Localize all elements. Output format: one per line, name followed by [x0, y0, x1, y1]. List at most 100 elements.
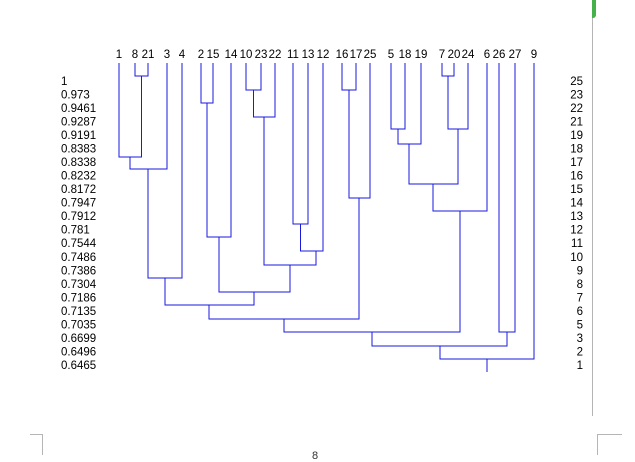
similarity-tick: 0.9191 — [61, 130, 96, 142]
crop-mark-left — [30, 434, 43, 455]
similarity-tick: 0.7486 — [61, 252, 96, 264]
similarity-tick: 0.7035 — [61, 319, 96, 331]
page-number: 8 — [312, 450, 319, 462]
leaf-label-row: 1 8 21 3 4 2 15 14 10 23 22 11 13 12 16 17 25 5 18 19 7 20 24 6… — [116, 49, 537, 61]
leaf-label: 2 — [198, 49, 204, 61]
leaf-label: 20 — [448, 49, 461, 61]
cluster-count-tick: 17 — [570, 157, 583, 169]
similarity-tick: 0.7947 — [61, 198, 96, 210]
cluster-count-tick: 12 — [570, 225, 583, 237]
dendrogram-merge — [408, 129, 459, 185]
cluster-count-tick: 23 — [570, 90, 583, 102]
leaf-label: 26 — [493, 49, 506, 61]
dendrogram-merge — [283, 211, 461, 333]
cluster-count-tick: 3 — [577, 333, 583, 345]
dendrogram-merge — [118, 63, 142, 158]
leaf-label: 1 — [116, 49, 122, 61]
similarity-tick: 0.973 — [61, 90, 90, 102]
similarity-tick: 0.7912 — [61, 211, 96, 223]
dendrogram-merge — [447, 63, 469, 130]
cluster-count-tick: 6 — [577, 306, 583, 318]
leaf-label: 5 — [388, 49, 394, 61]
similarity-tick: 0.7186 — [61, 292, 96, 304]
dendrogram-merge — [300, 63, 324, 252]
dendrogram-merge — [397, 63, 422, 145]
similarity-tick: 0.8232 — [61, 171, 96, 183]
leaf-label: 13 — [302, 49, 315, 61]
leaf-label: 15 — [207, 49, 220, 61]
dendrogram-merge — [292, 63, 309, 225]
leaf-label: 9 — [531, 49, 537, 61]
similarity-tick: 0.7544 — [61, 238, 97, 250]
leaf-label: 22 — [269, 49, 282, 61]
cluster-count-tick: 15 — [570, 184, 583, 196]
cluster-count-tick: 19 — [570, 130, 583, 142]
dendrogram-merge — [341, 63, 357, 91]
crop-mark-right — [597, 434, 622, 455]
cluster-count-tick: 14 — [570, 198, 583, 210]
page-edge-line — [592, 12, 593, 416]
dendrogram-merge — [134, 63, 149, 77]
dendrogram-merge — [206, 63, 232, 238]
similarity-tick: 0.7304 — [61, 279, 97, 291]
cluster-count-tick: 8 — [577, 279, 583, 291]
dendrogram-merge — [129, 63, 168, 170]
similarity-tick: 0.9287 — [61, 117, 96, 129]
similarity-tick: 0.7135 — [61, 306, 96, 318]
leaf-label: 25 — [364, 49, 377, 61]
scroll-indicator — [592, 0, 596, 18]
cluster-count-tick: 13 — [570, 211, 583, 223]
leaf-label: 14 — [225, 49, 238, 61]
leaf-label: 19 — [415, 49, 428, 61]
similarity-tick: 0.8338 — [61, 157, 96, 169]
leaf-label: 11 — [287, 49, 299, 61]
leaf-label: 16 — [336, 49, 349, 61]
leaf-label: 27 — [509, 49, 522, 61]
leaf-label: 12 — [317, 49, 330, 61]
dendrogram-merge — [147, 63, 183, 279]
dendrogram-merge — [498, 63, 516, 333]
similarity-tick: 1 — [61, 76, 67, 88]
cluster-count-tick: 22 — [570, 103, 583, 115]
dendrogram-merge — [348, 63, 371, 199]
cluster-count-tick: 10 — [570, 252, 583, 264]
dendrogram-merge — [371, 332, 508, 347]
similarity-tick: 0.6465 — [61, 360, 96, 372]
dendrogram-merge — [432, 63, 488, 212]
leaf-label: 24 — [462, 49, 475, 61]
leaf-label: 4 — [179, 49, 186, 61]
leaf-label: 10 — [240, 49, 253, 61]
dendrogram-merge — [390, 63, 406, 130]
leaf-label: 23 — [255, 49, 268, 61]
similarity-tick: 0.781 — [61, 225, 90, 237]
leaf-label: 17 — [350, 49, 363, 61]
dendrogram-merge — [200, 63, 214, 104]
cluster-count-tick: 1 — [577, 360, 583, 372]
cluster-count-tick: 9 — [577, 265, 583, 277]
dendrogram-merge — [441, 63, 455, 77]
similarity-tick: 0.9461 — [61, 103, 96, 115]
similarity-tick: 0.6699 — [61, 333, 96, 345]
dendrogram-merge — [245, 63, 262, 91]
dendrogram-branches — [118, 63, 535, 372]
leaf-label: 7 — [439, 49, 445, 61]
cluster-count-tick: 2 — [577, 346, 583, 358]
similarity-tick: 0.7386 — [61, 265, 96, 277]
similarity-tick: 0.6496 — [61, 346, 96, 358]
leaf-label: 8 — [132, 49, 138, 61]
cluster-count-tick: 11 — [571, 238, 583, 250]
similarity-tick: 0.8383 — [61, 144, 96, 156]
cluster-count-tick: 25 — [570, 76, 583, 88]
leaf-label: 21 — [142, 49, 155, 61]
similarity-tick: 0.8172 — [61, 184, 96, 196]
cluster-count-tick: 7 — [577, 292, 583, 304]
leaf-label: 3 — [164, 49, 170, 61]
leaf-label: 6 — [484, 49, 490, 61]
cluster-count-tick: 21 — [570, 117, 583, 129]
cluster-count-tick: 18 — [570, 144, 583, 156]
cluster-count-tick: 5 — [577, 319, 583, 331]
cluster-count-tick: 16 — [570, 171, 583, 183]
